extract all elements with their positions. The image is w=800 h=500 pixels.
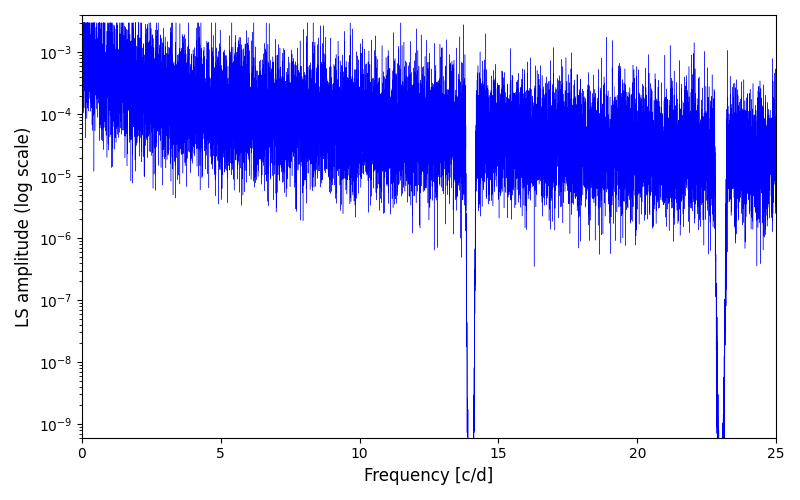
X-axis label: Frequency [c/d]: Frequency [c/d]	[364, 467, 494, 485]
Y-axis label: LS amplitude (log scale): LS amplitude (log scale)	[15, 126, 33, 326]
